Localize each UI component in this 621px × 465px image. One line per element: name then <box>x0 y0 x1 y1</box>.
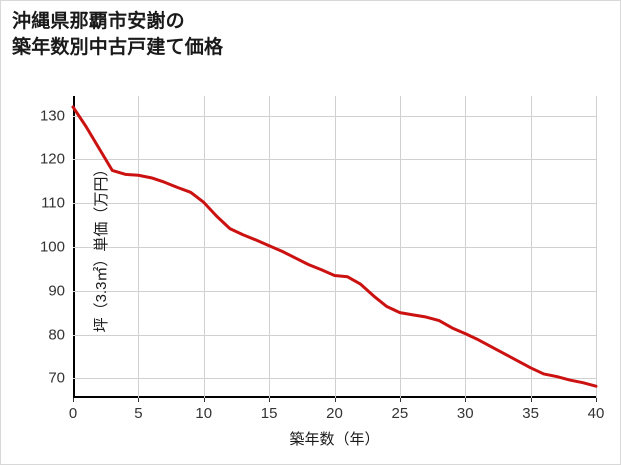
gridline-vertical <box>138 96 140 398</box>
x-tick-mark <box>399 398 401 402</box>
gridline-vertical <box>399 96 401 398</box>
y-tick-label: 70 <box>48 369 65 387</box>
x-tick-label: 10 <box>195 405 213 422</box>
x-axis-label: 築年数（年） <box>289 431 380 448</box>
x-tick-label: 35 <box>522 405 539 422</box>
y-tick-label: 80 <box>48 326 65 344</box>
y-tick-label: 130 <box>39 107 65 125</box>
x-tick-mark <box>269 398 271 402</box>
page-title: 沖縄県那覇市安謝の 築年数別中古戸建て価格 <box>12 11 224 58</box>
gridline-vertical <box>269 96 271 398</box>
x-tick-label: 25 <box>391 405 409 422</box>
x-tick-label: 5 <box>134 405 143 422</box>
x-tick-mark <box>465 398 467 402</box>
x-tick-label: 40 <box>587 405 605 422</box>
gridline-vertical <box>203 96 205 398</box>
y-tick-label: 100 <box>39 238 65 256</box>
x-tick-mark <box>334 398 336 402</box>
x-tick-label: 0 <box>68 405 78 422</box>
x-tick-mark <box>138 398 140 402</box>
y-tick-label: 120 <box>39 150 65 168</box>
x-tick-mark <box>596 398 597 402</box>
plot-area: 70 80 90 100 110 120 130 0 5 10 15 20 25 30 35 40 築年数（… <box>40 96 604 448</box>
x-tick-mark <box>73 398 74 402</box>
gridline-vertical <box>530 96 532 398</box>
x-tick-mark <box>203 398 205 402</box>
x-tick-label: 30 <box>456 405 474 422</box>
y-tick-label: 90 <box>48 282 65 300</box>
gridline-vertical <box>596 96 597 398</box>
gridline-vertical <box>465 96 467 398</box>
y-tick-label: 110 <box>41 194 65 212</box>
gridline-vertical <box>334 96 336 398</box>
x-tick-label: 15 <box>260 405 278 422</box>
x-tick-label: 20 <box>326 405 343 422</box>
x-tick-mark <box>530 398 532 402</box>
y-axis-label: 坪（3.3㎡）単価（万円） <box>92 161 110 333</box>
